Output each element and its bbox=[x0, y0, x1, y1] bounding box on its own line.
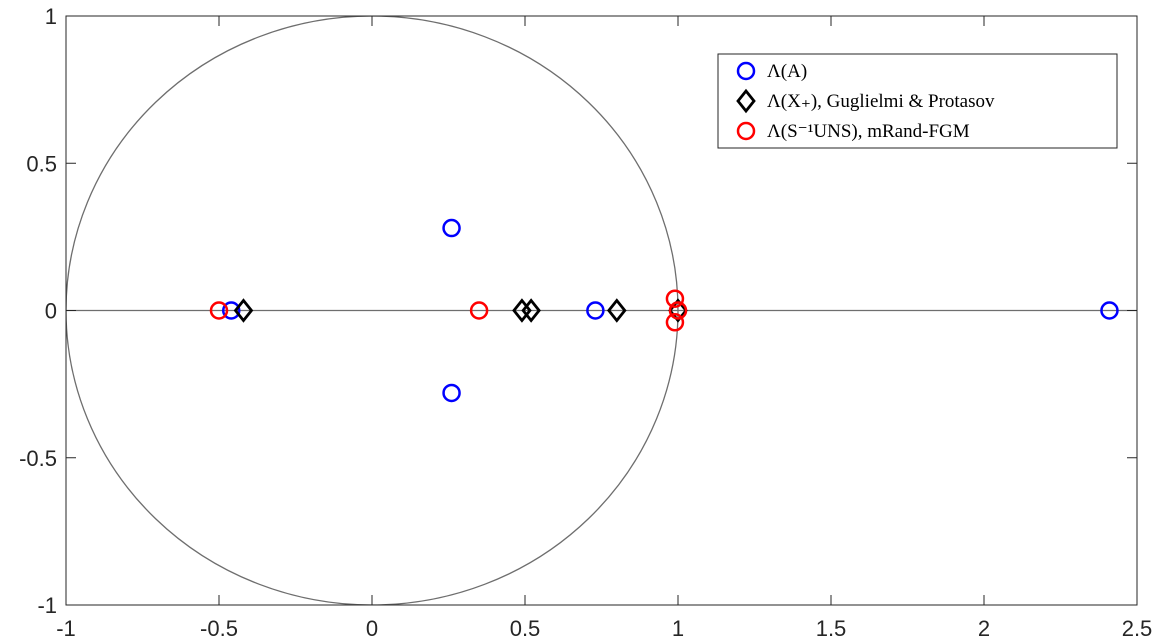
x-tick-label: -1 bbox=[56, 616, 76, 641]
x-tick-label: -0.5 bbox=[200, 616, 238, 641]
series-1-point-3 bbox=[442, 383, 461, 403]
legend-marker-2 bbox=[736, 88, 756, 114]
x-tick-label: 2.5 bbox=[1122, 616, 1153, 641]
series-3-point-5 bbox=[665, 313, 685, 332]
legend-box bbox=[717, 53, 1118, 149]
y-tick-label: 1 bbox=[45, 4, 57, 29]
series-3-point-2 bbox=[469, 301, 489, 320]
series-1-point-5 bbox=[1100, 301, 1119, 320]
legend-marker-1 bbox=[736, 61, 756, 81]
legend-label-1: Λ(A) bbox=[767, 61, 807, 82]
legend: Λ(A) Λ(X₊), Guglielmi & Protasov Λ(S⁻¹UNS)… bbox=[717, 53, 1118, 149]
series-2-point-3 bbox=[521, 298, 541, 323]
y-tick-label: 0 bbox=[45, 299, 57, 324]
series-2-point-4 bbox=[607, 298, 627, 323]
x-tick-label: 2 bbox=[978, 616, 990, 641]
series-1-point-2 bbox=[442, 218, 461, 238]
x-tick-label: 1.5 bbox=[816, 616, 847, 641]
series-3-point-1 bbox=[209, 301, 229, 320]
legend-label-3: Λ(S⁻¹UNS), mRand-FGM bbox=[767, 121, 970, 142]
series-1-point-4 bbox=[586, 301, 605, 320]
series-2-point-1 bbox=[233, 298, 254, 323]
legend-marker-3 bbox=[736, 121, 756, 141]
legend-label-2: Λ(X₊), Guglielmi & Protasov bbox=[767, 91, 995, 112]
x-tick-label: 1 bbox=[672, 616, 684, 641]
x-tick-label: 0 bbox=[366, 616, 378, 641]
series-3-point-4 bbox=[668, 301, 688, 320]
series-3-point-3 bbox=[665, 289, 685, 308]
y-tick-label: 0.5 bbox=[26, 151, 57, 176]
series-1-point-1 bbox=[221, 301, 241, 320]
y-tick-label: -1 bbox=[37, 593, 57, 618]
x-tick-label: 0.5 bbox=[510, 616, 541, 641]
y-tick-label: -0.5 bbox=[19, 446, 57, 471]
